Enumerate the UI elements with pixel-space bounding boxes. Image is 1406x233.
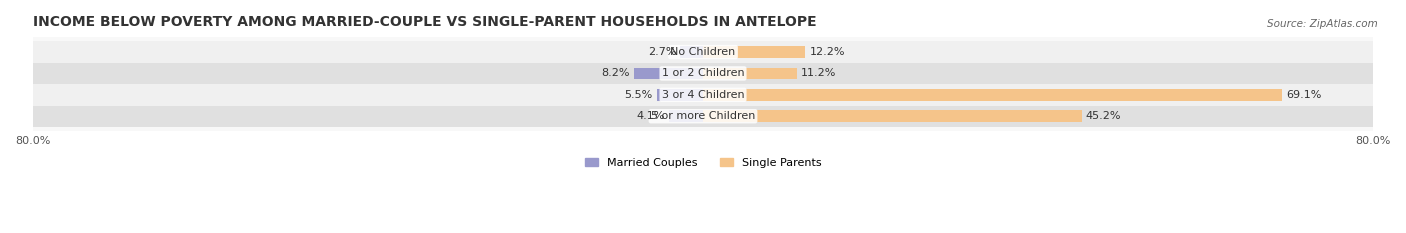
Bar: [703, 110, 1081, 122]
Text: INCOME BELOW POVERTY AMONG MARRIED-COUPLE VS SINGLE-PARENT HOUSEHOLDS IN ANTELOP: INCOME BELOW POVERTY AMONG MARRIED-COUPL…: [32, 15, 817, 29]
Text: 5 or more Children: 5 or more Children: [651, 111, 755, 121]
Text: 4.1%: 4.1%: [636, 111, 665, 121]
Text: Source: ZipAtlas.com: Source: ZipAtlas.com: [1267, 19, 1378, 29]
Text: 69.1%: 69.1%: [1286, 90, 1322, 100]
Text: No Children: No Children: [671, 47, 735, 57]
Bar: [703, 89, 1282, 101]
Bar: [703, 46, 806, 58]
Text: 45.2%: 45.2%: [1085, 111, 1122, 121]
Text: 3 or 4 Children: 3 or 4 Children: [662, 90, 744, 100]
Text: 2.7%: 2.7%: [648, 47, 676, 57]
Bar: [669, 110, 703, 122]
Text: 5.5%: 5.5%: [624, 90, 652, 100]
Text: 1 or 2 Children: 1 or 2 Children: [662, 69, 744, 79]
Bar: [32, 84, 1374, 106]
Bar: [32, 106, 1374, 127]
Bar: [681, 46, 703, 58]
Bar: [703, 68, 797, 79]
Bar: [32, 63, 1374, 84]
Bar: [634, 68, 703, 79]
Legend: Married Couples, Single Parents: Married Couples, Single Parents: [585, 158, 821, 168]
Bar: [32, 41, 1374, 63]
Text: 12.2%: 12.2%: [810, 47, 845, 57]
Bar: [657, 89, 703, 101]
Text: 11.2%: 11.2%: [801, 69, 837, 79]
Text: 8.2%: 8.2%: [602, 69, 630, 79]
